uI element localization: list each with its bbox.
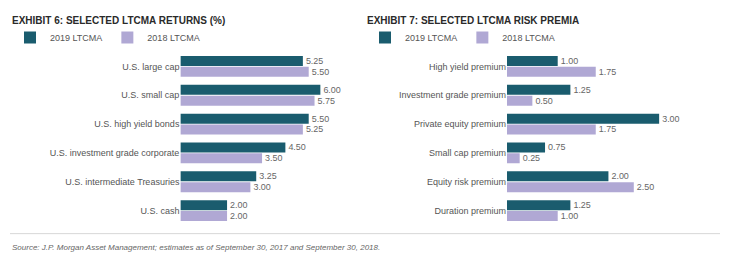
svg-text:5.50: 5.50 [312,67,329,77]
svg-text:0.25: 0.25 [523,153,540,163]
svg-text:5.25: 5.25 [306,124,323,134]
svg-text:U.S. high yield bonds: U.S. high yield bonds [94,119,180,129]
svg-text:U.S. large cap: U.S. large cap [122,62,179,72]
svg-text:1.75: 1.75 [599,67,616,77]
svg-text:0.75: 0.75 [548,142,565,152]
svg-text:Duration premium: Duration premium [434,206,506,216]
svg-text:3.00: 3.00 [662,114,679,124]
svg-text:0.50: 0.50 [535,96,552,106]
svg-text:5.50: 5.50 [312,114,329,124]
svg-text:U.S. investment grade corporat: U.S. investment grade corporate [50,148,180,158]
svg-text:2.50: 2.50 [637,182,654,192]
svg-text:3.00: 3.00 [253,182,270,192]
svg-text:2019 LTCMA: 2019 LTCMA [405,33,457,43]
svg-text:Private equity premium: Private equity premium [414,119,506,129]
svg-text:U.S. cash: U.S. cash [140,206,179,216]
svg-text:EXHIBIT 7: SELECTED LTCMA RISK: EXHIBIT 7: SELECTED LTCMA RISK PREMIA [367,15,579,26]
svg-text:Investment grade premium: Investment grade premium [399,90,506,100]
svg-text:U.S. small cap: U.S. small cap [121,90,179,100]
svg-text:6.00: 6.00 [323,85,340,95]
svg-text:Small cap premium: Small cap premium [429,148,506,158]
svg-text:1.00: 1.00 [561,56,578,66]
svg-text:2.00: 2.00 [230,200,247,210]
svg-text:3.50: 3.50 [265,153,282,163]
svg-text:3.25: 3.25 [259,171,276,181]
svg-text:2.00: 2.00 [611,171,628,181]
svg-text:1.75: 1.75 [599,124,616,134]
svg-text:5.25: 5.25 [306,56,323,66]
svg-text:U.S. intermediate Treasuries: U.S. intermediate Treasuries [65,177,180,187]
svg-text:Equity risk premium: Equity risk premium [427,177,506,187]
svg-text:1.25: 1.25 [573,85,590,95]
svg-text:Source: J.P. Morgan Asset Mana: Source: J.P. Morgan Asset Management; es… [12,243,380,252]
svg-text:EXHIBIT 6: SELECTED LTCMA RETU: EXHIBIT 6: SELECTED LTCMA RETURNS (%) [12,15,225,26]
svg-text:2018 LTCMA: 2018 LTCMA [502,33,554,43]
svg-text:2.00: 2.00 [230,211,247,221]
svg-text:2018 LTCMA: 2018 LTCMA [147,33,199,43]
svg-text:5.75: 5.75 [318,96,335,106]
svg-text:2019 LTCMA: 2019 LTCMA [50,33,102,43]
svg-text:1.00: 1.00 [561,211,578,221]
svg-text:High yield premium: High yield premium [429,62,506,72]
svg-text:1.25: 1.25 [573,200,590,210]
svg-text:4.50: 4.50 [288,142,305,152]
